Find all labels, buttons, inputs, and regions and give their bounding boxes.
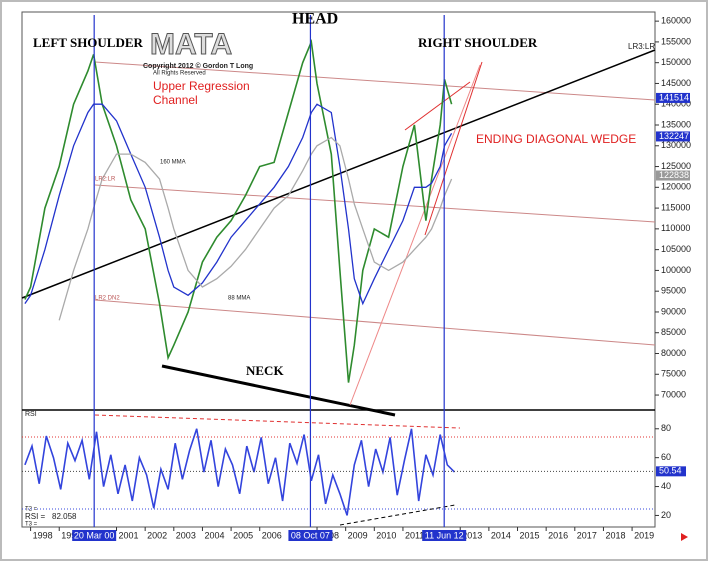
y-tick-label: 90000 — [661, 306, 686, 316]
annotation: LR3:LR — [628, 42, 655, 51]
x-tick-label: 2018 — [605, 530, 625, 540]
x-tick-label: 1998 — [33, 530, 53, 540]
logo-copyright: Copyright 2012 © Gordon T Long — [143, 62, 253, 70]
wedge-line — [349, 64, 481, 406]
plot-frame — [21, 11, 656, 528]
annotation: 88 MMA — [228, 296, 250, 302]
channel-line — [94, 184, 656, 223]
series-line — [24, 428, 456, 516]
x-tick-label: 2016 — [548, 530, 568, 540]
annotation: Channel — [153, 93, 198, 107]
channel-line — [94, 299, 656, 346]
price-tag-label: 132247 — [659, 131, 689, 141]
annotation: 160 MMA — [160, 160, 186, 166]
x-tick-label: 2005 — [233, 530, 253, 540]
y-tick-label: 135000 — [661, 119, 691, 129]
annotation: T2 = — [25, 507, 38, 513]
x-tick-label: 2001 — [119, 530, 139, 540]
y-tick-label: 20 — [661, 510, 671, 520]
x-tick-label: 2010 — [376, 530, 396, 540]
y-tick-label: 100000 — [661, 265, 691, 275]
rsi-support — [339, 504, 456, 526]
price-tag — [656, 131, 690, 142]
x-tick-label: 2014 — [491, 530, 511, 540]
x-tick-label: 2017 — [577, 530, 597, 540]
neckline — [161, 364, 396, 417]
series-line — [24, 103, 453, 306]
rsi-tag-label: 50.54 — [659, 466, 682, 476]
x-marker-label: 20 Mar 00 — [74, 530, 115, 540]
annotation: LEFT SHOULDER — [33, 35, 144, 50]
y-tick-label: 105000 — [661, 244, 691, 254]
price-tag — [656, 170, 690, 181]
x-marker-box — [288, 530, 333, 541]
wedge-line — [424, 61, 483, 236]
x-tick-label: 2011 — [405, 530, 424, 540]
annotation: T3 = — [25, 522, 38, 528]
x-tick-label: 2002 — [147, 530, 167, 540]
price-tag — [656, 92, 690, 103]
x-tick-label: 2013 — [462, 530, 482, 540]
price-tag-label: 141514 — [659, 92, 689, 102]
annotation: NECK — [246, 363, 284, 378]
y-tick-label: 145000 — [661, 78, 691, 88]
y-tick-label: 120000 — [661, 182, 691, 192]
pattern-lines — [21, 49, 656, 526]
readout: 82.058 — [52, 512, 77, 521]
wedge-line — [404, 81, 471, 131]
y-tick-label: 85000 — [661, 327, 686, 337]
channel-line — [94, 61, 656, 101]
price-tag-label: 122838 — [659, 170, 689, 180]
x-tick-label: 2019 — [634, 530, 654, 540]
series-line — [24, 38, 453, 383]
nav-arrow[interactable] — [681, 533, 688, 541]
annotation: ENDING DIAGONAL WEDGE — [476, 132, 636, 146]
annotation: HEAD — [292, 11, 338, 28]
x-tick-label: 2009 — [348, 530, 368, 540]
annotation: LR2 DN2 — [95, 296, 120, 302]
y-tick-label: 60 — [661, 452, 671, 462]
x-tick-label: 2003 — [176, 530, 196, 540]
marks: 160000 155000 150000 145000 140000 135000 1300… — [22, 15, 691, 541]
x-marker-label: 11 Jun 12 — [425, 530, 464, 540]
x-marker-box — [72, 530, 117, 541]
annotation: RSI — [25, 411, 37, 418]
rsi-tag — [656, 466, 686, 477]
y-tick-label: 140000 — [661, 99, 691, 109]
y-tick-label: 80 — [661, 423, 671, 433]
y-tick-label: 115000 — [661, 202, 690, 212]
y-tick-label: 80000 — [661, 348, 686, 358]
annotation: Upper Regression — [153, 79, 250, 93]
y-tick-label: 150000 — [661, 57, 691, 67]
y-tick-label: 75000 — [661, 369, 686, 379]
y-tick-label: 125000 — [661, 161, 691, 171]
x-tick-label: 2004 — [204, 530, 224, 540]
x-tick-label: 1999 — [61, 530, 81, 540]
y-tick-label: 110000 — [661, 223, 690, 233]
series-line — [58, 136, 453, 321]
y-tick-label: 95000 — [661, 286, 686, 296]
logo-title: MATA — [150, 28, 232, 61]
y-tick-label: 70000 — [661, 389, 686, 399]
regression-line — [21, 49, 656, 299]
x-tick-label: 2006 — [262, 530, 282, 540]
annotation: RIGHT SHOULDER — [418, 35, 538, 50]
annotation: LR2:LR — [95, 177, 116, 183]
logo-rights: All Rights Reserved — [153, 71, 206, 77]
x-tick-label: 2015 — [520, 530, 540, 540]
x-marker-label: 08 Oct 07 — [291, 530, 330, 540]
rsi-resistance — [94, 414, 461, 429]
y-tick-label: 40 — [661, 481, 671, 491]
y-tick-label: 160000 — [661, 16, 691, 26]
annotation: RSI = — [25, 512, 46, 521]
y-tick-label: 155000 — [661, 36, 691, 46]
x-marker-box — [422, 530, 467, 541]
y-tick-label: 130000 — [661, 140, 691, 150]
